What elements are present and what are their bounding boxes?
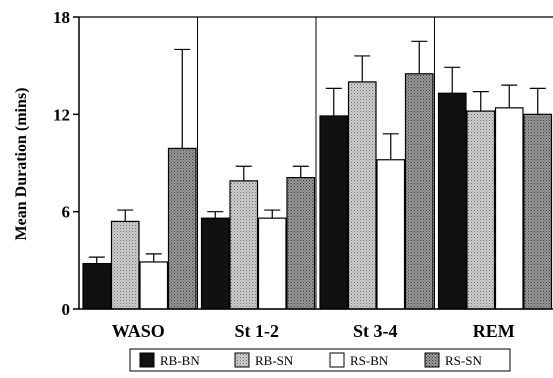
legend-label-rs-bn: RS-BN bbox=[350, 353, 389, 368]
legend-label-rb-sn: RB-SN bbox=[255, 353, 294, 368]
y-tick-label: 12 bbox=[53, 105, 70, 124]
legend-swatch-rs-sn bbox=[424, 352, 440, 368]
legend-swatch-rb-bn bbox=[139, 352, 155, 368]
bar-rs-bn-st-1-2 bbox=[257, 217, 287, 310]
x-tick-label: WASO bbox=[112, 321, 165, 341]
bar-rs-sn-st-3-4 bbox=[404, 73, 434, 310]
bar-rs-bn-rem bbox=[494, 107, 524, 310]
legend-swatch-rs-bn bbox=[329, 352, 345, 368]
bar-rb-sn-rem bbox=[466, 110, 496, 310]
bar-rs-bn-waso bbox=[139, 261, 169, 310]
legend-label-rs-sn: RS-SN bbox=[445, 353, 482, 368]
y-tick-label: 6 bbox=[62, 203, 71, 222]
bar-rs-sn-waso bbox=[167, 147, 197, 310]
bar-rb-sn-st-1-2 bbox=[229, 180, 259, 310]
x-tick-label: REM bbox=[473, 321, 515, 341]
bar-rb-bn-rem bbox=[437, 92, 467, 310]
bar-rb-sn-st-3-4 bbox=[347, 81, 377, 310]
bar-rb-bn-waso bbox=[82, 262, 112, 310]
legend-swatch-rb-sn bbox=[234, 352, 250, 368]
x-tick-label: St 3-4 bbox=[353, 321, 398, 341]
legend-label-rb-bn: RB-BN bbox=[160, 353, 200, 368]
y-tick-label: 18 bbox=[53, 8, 70, 27]
bar-rs-sn-rem bbox=[523, 113, 553, 310]
bar-rb-bn-st-1-2 bbox=[200, 217, 230, 310]
x-tick-label: St 1-2 bbox=[235, 321, 280, 341]
bar-rb-sn-waso bbox=[110, 220, 140, 310]
bar-rs-bn-st-3-4 bbox=[376, 159, 406, 310]
y-tick-label: 0 bbox=[62, 300, 71, 319]
bar-rb-bn-st-3-4 bbox=[319, 115, 349, 310]
bar-rs-sn-st-1-2 bbox=[286, 177, 316, 310]
legend: RB-BN RB-SN RS-BN RS-SN bbox=[129, 348, 511, 372]
legend-box bbox=[129, 348, 511, 372]
y-axis-label: Mean Duration (mins) bbox=[13, 88, 30, 241]
